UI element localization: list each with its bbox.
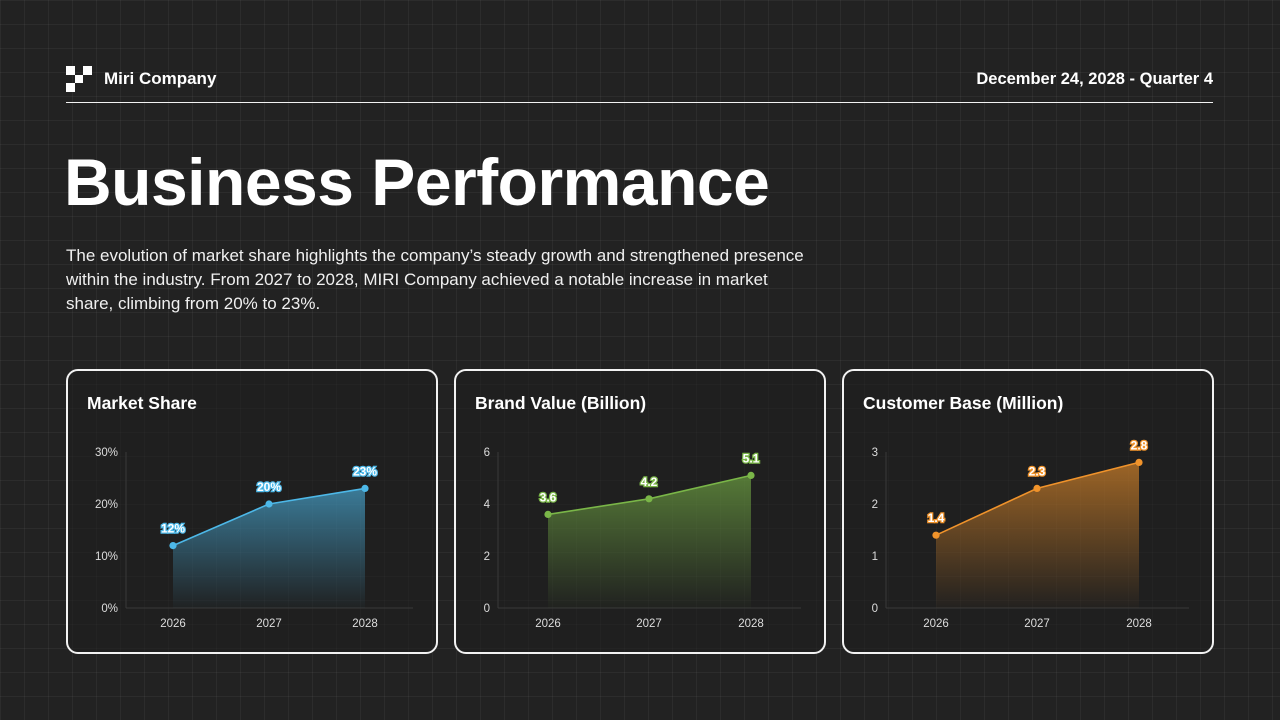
chart-title: Market Share <box>87 393 197 413</box>
y-tick-label: 4 <box>484 499 491 511</box>
data-label: 4.2 <box>641 475 658 489</box>
data-point <box>265 500 273 508</box>
brand-name: Miri Company <box>104 69 217 88</box>
y-tick-label: 2 <box>484 551 490 563</box>
area-fill <box>173 488 365 608</box>
data-point <box>645 495 653 503</box>
data-point <box>747 471 755 479</box>
pixel-logo-icon <box>66 66 92 92</box>
data-point <box>932 531 940 539</box>
data-label: 3.6 <box>540 490 557 504</box>
y-tick-label: 30% <box>95 447 118 459</box>
x-tick-label: 2028 <box>352 618 378 630</box>
x-tick-label: 2027 <box>256 618 282 630</box>
x-tick-label: 2028 <box>1126 618 1152 630</box>
y-tick-label: 6 <box>484 447 490 459</box>
report-date: December 24, 2028 - Quarter 4 <box>976 70 1213 88</box>
data-label: 20% <box>257 480 281 494</box>
x-tick-label: 2027 <box>636 618 662 630</box>
data-label: 5.1 <box>743 451 760 465</box>
data-label: 1.4 <box>928 511 945 525</box>
market-share-area-chart: 0% 10% 20% 30% 2026 2027 2028 12% 20% 23% <box>95 447 413 630</box>
data-point <box>361 484 369 492</box>
area-fill <box>548 475 751 608</box>
chart-cards: Market Share 0% 10% 20% 30% 2026 2027 2028 12% 2… <box>66 369 1214 654</box>
area-fill <box>936 462 1139 608</box>
customer-base-area-chart: 0 1 2 3 2026 2027 2028 1.4 2.3 2.8 <box>872 437 1189 630</box>
data-point <box>1135 458 1143 466</box>
data-point <box>544 510 552 518</box>
y-tick-label: 1 <box>872 551 878 563</box>
x-tick-label: 2027 <box>1024 618 1050 630</box>
chart-card-brand-value: Brand Value (Billion) 0 2 4 6 2026 2027 2028 3.… <box>454 369 826 654</box>
page-title: Business Performance <box>64 145 770 219</box>
y-tick-label: 0 <box>872 603 878 615</box>
y-tick-label: 0 <box>484 603 490 615</box>
data-label: 2.8 <box>1131 438 1148 452</box>
y-tick-label: 3 <box>872 447 878 459</box>
brand: Miri Company <box>66 66 216 92</box>
data-point <box>1033 484 1041 492</box>
y-tick-label: 2 <box>872 499 878 511</box>
y-tick-label: 0% <box>101 603 118 615</box>
brand-value-area-chart: 0 2 4 6 2026 2027 2028 3.6 4.2 5.1 <box>484 447 801 630</box>
y-tick-label: 20% <box>95 499 118 511</box>
page-description: The evolution of market share highlights… <box>66 246 804 313</box>
data-label: 23% <box>353 464 377 478</box>
x-tick-label: 2026 <box>160 618 186 630</box>
x-tick-label: 2028 <box>738 618 764 630</box>
chart-card-customer-base: Customer Base (Million) 0 1 2 3 2026 2027 2028… <box>842 369 1214 654</box>
data-label: 2.3 <box>1029 464 1046 478</box>
x-tick-label: 2026 <box>923 618 949 630</box>
chart-title: Customer Base (Million) <box>863 393 1064 413</box>
data-label: 12% <box>161 522 185 536</box>
chart-card-market-share: Market Share 0% 10% 20% 30% 2026 2027 2028 12% 2… <box>66 369 438 654</box>
header: Miri Company December 24, 2028 - Quarter… <box>66 66 1213 103</box>
data-point <box>169 542 177 550</box>
chart-title: Brand Value (Billion) <box>475 393 647 413</box>
x-tick-label: 2026 <box>535 618 561 630</box>
y-tick-label: 10% <box>95 551 118 563</box>
